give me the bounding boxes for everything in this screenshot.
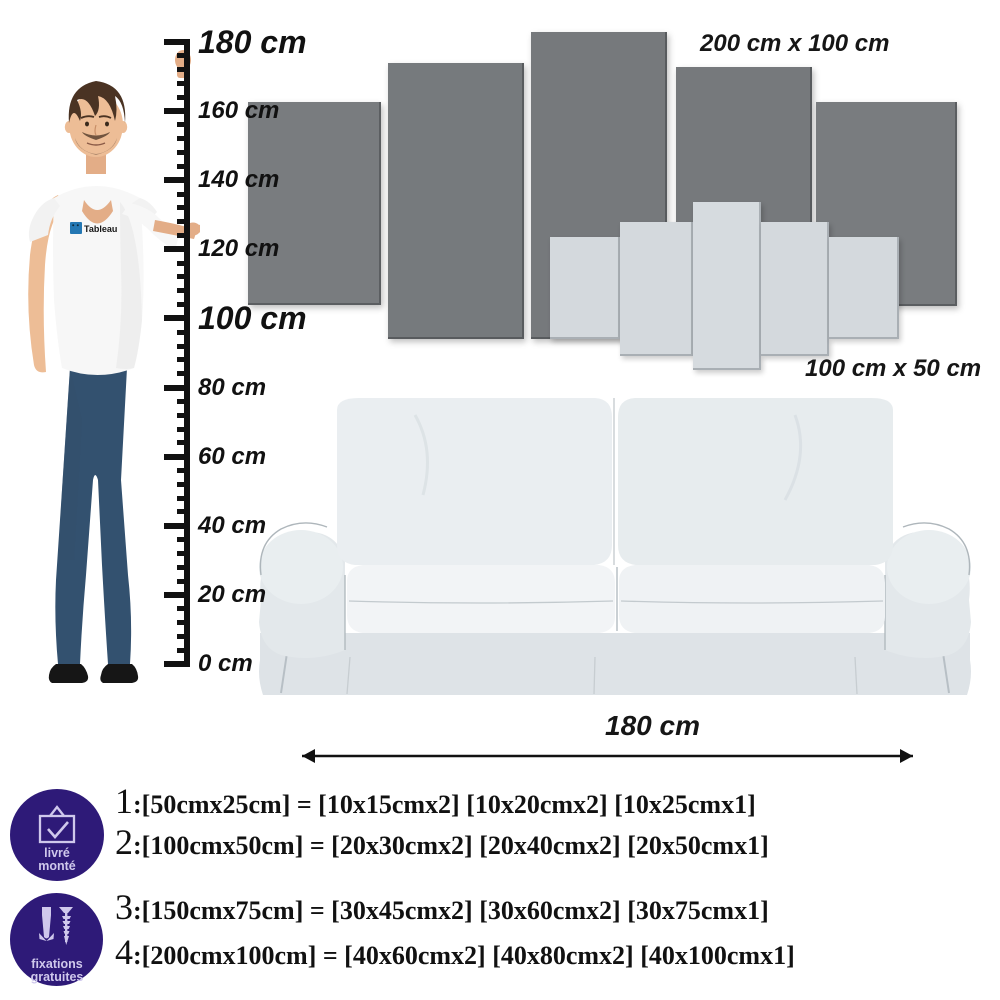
svg-text:gratuites: gratuites — [31, 970, 84, 984]
svg-text:Tableau: Tableau — [84, 224, 117, 234]
svg-text:fixations: fixations — [31, 957, 82, 971]
svg-text:livré: livré — [44, 846, 70, 860]
svg-text:monté: monté — [38, 859, 76, 873]
